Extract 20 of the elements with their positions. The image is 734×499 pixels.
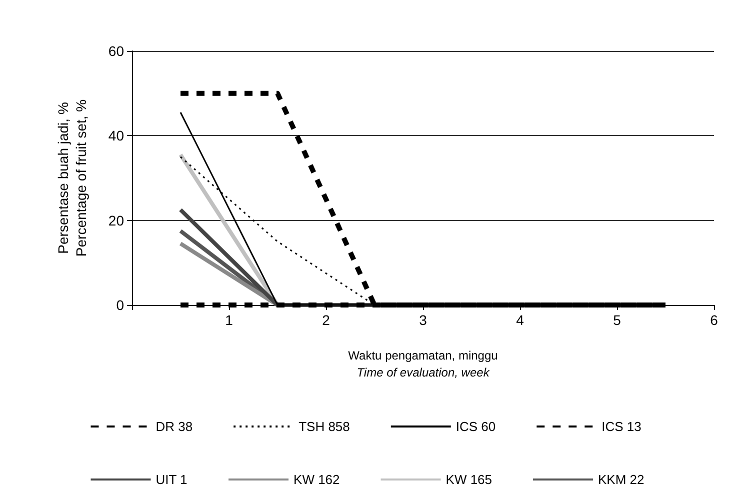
y-tick-label: 60	[108, 43, 124, 59]
legend-label: ICS 60	[456, 419, 496, 434]
legend-label: UIT 1	[156, 472, 188, 487]
legend-label: ICS 13	[602, 419, 642, 434]
x-tick-label: 2	[322, 312, 330, 328]
legend-label: KW 165	[446, 472, 492, 487]
legend-label: KW 162	[294, 472, 340, 487]
y-tick-label: 40	[108, 128, 124, 144]
x-tick-label: 5	[613, 312, 622, 328]
legend-label: KKM 22	[598, 472, 644, 487]
x-tick-label: 4	[516, 312, 524, 328]
legend-label: DR 38	[156, 419, 193, 434]
y-tick-label: 20	[108, 212, 124, 228]
y-tick-label: 0	[116, 297, 124, 313]
x-axis-title: Waktu pengamatan, minggu Time of evaluation, week	[348, 348, 498, 380]
y-axis-title: Persentase buah jadi, % Percentage of fruit set, %	[55, 99, 89, 257]
x-tick-label: 3	[419, 312, 428, 328]
x-tick-label: 1	[225, 312, 234, 328]
legend-label: TSH 858	[298, 419, 350, 434]
x-tick-label: 6	[710, 312, 718, 328]
